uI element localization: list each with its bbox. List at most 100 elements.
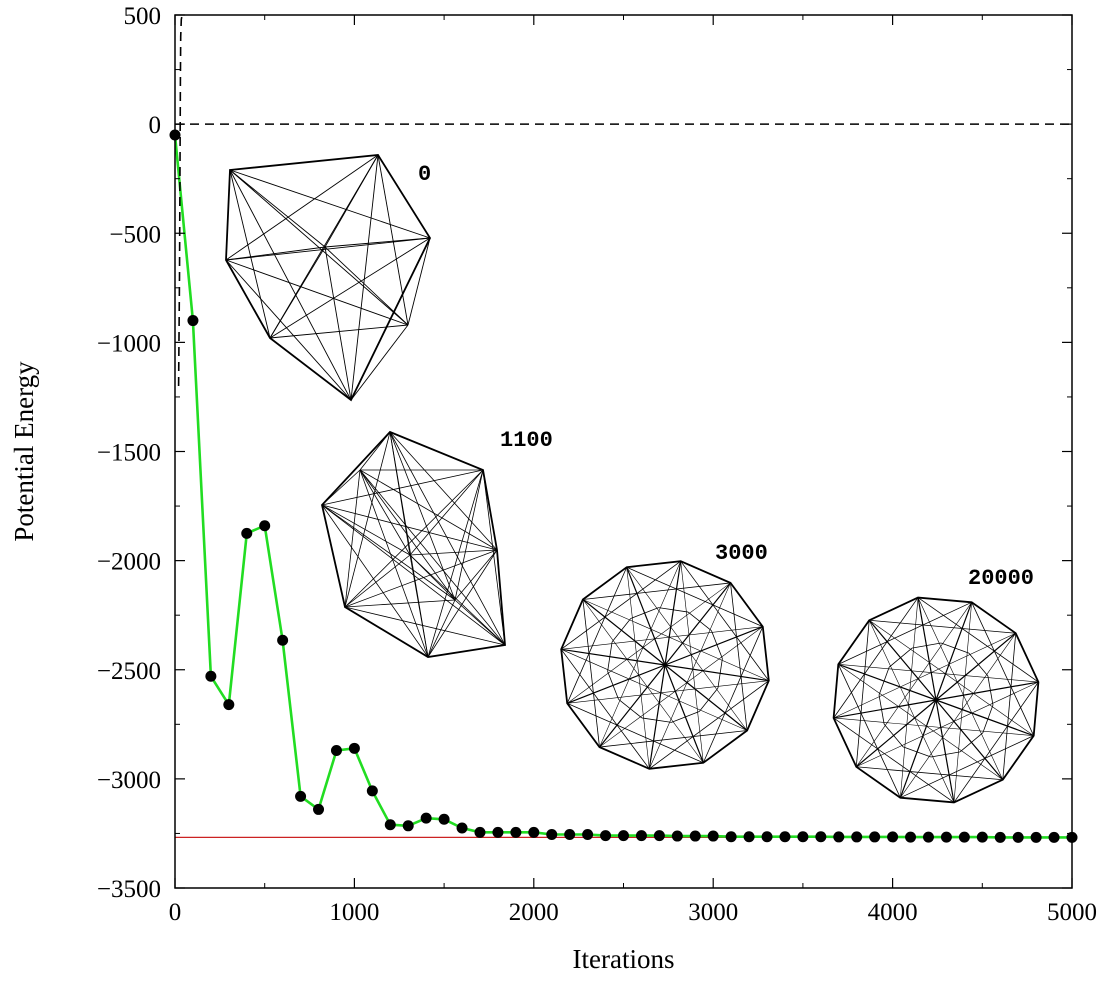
energy-point: [1030, 831, 1042, 843]
wireframe-edge: [409, 554, 429, 658]
wireframe-spoke: [935, 699, 1004, 781]
inset-label-1100: 1100: [500, 428, 553, 453]
y-tick-label: −1000: [97, 330, 161, 357]
wireframe-chord: [900, 597, 919, 798]
x-tick-label: 4000: [868, 899, 918, 926]
wireframe-edge: [229, 169, 271, 339]
wireframe-spoke: [833, 699, 937, 719]
wireframe-chord: [917, 597, 1039, 683]
energy-point: [528, 826, 540, 838]
wireframe-edge: [407, 237, 431, 326]
energy-point: [295, 790, 307, 802]
wireframe-edge: [482, 469, 506, 646]
wireframe-edge: [225, 259, 271, 339]
wireframe-edge: [225, 259, 352, 401]
dashed-series-line: [177, 14, 184, 387]
wireframe-spoke: [935, 602, 973, 701]
wireframe-edge: [350, 324, 409, 401]
energy-point: [707, 830, 719, 842]
energy-point: [277, 634, 289, 646]
wireframe-edge: [225, 154, 379, 261]
energy-point: [582, 829, 594, 841]
energy-point: [510, 826, 522, 838]
wireframe-edge: [427, 469, 484, 658]
wireframe-edge: [389, 431, 498, 551]
energy-point: [887, 831, 899, 843]
energy-point: [205, 670, 217, 682]
wireframe-spoke: [935, 699, 1034, 737]
energy-point: [761, 831, 773, 843]
wireframe-spoke: [899, 699, 937, 798]
inset-label-20000: 20000: [968, 566, 1034, 591]
wireframe-edge: [321, 504, 498, 551]
wireframe-chord: [567, 702, 704, 764]
wireframe-edge: [321, 504, 456, 601]
wireframe-spoke: [935, 632, 1017, 701]
energy-point: [851, 831, 863, 843]
wireframe-spoke: [664, 626, 763, 666]
wireframe-edge: [324, 237, 431, 248]
wireframe-edge: [409, 554, 456, 601]
energy-point: [456, 822, 468, 834]
energy-series-line: [173, 134, 1072, 839]
inset-labels: 0 1100 3000 20000: [418, 162, 1034, 591]
energy-point: [1048, 831, 1060, 843]
energy-point: [348, 742, 360, 754]
energy-point: [905, 831, 917, 843]
wireframe-spoke: [664, 664, 748, 731]
wireframe-edge: [269, 237, 431, 339]
wireframe-edge: [344, 469, 484, 608]
wireframe-edge: [427, 549, 498, 658]
wireframe-spoke: [567, 664, 666, 704]
wireframe-edge: [225, 169, 231, 261]
x-tick-label: 5000: [1047, 899, 1097, 926]
wireframe-edge: [321, 504, 411, 556]
wireframe-chord: [953, 602, 972, 803]
wireframe-chord: [599, 730, 748, 748]
wireframe-chord: [582, 582, 731, 600]
wireframe-edge: [324, 246, 409, 326]
wireframe-edge: [359, 469, 411, 556]
wireframe-edge: [229, 169, 326, 248]
inset-polyhedron-20000: [832, 596, 1040, 804]
energy-point: [618, 830, 629, 842]
wireframe-spoke: [935, 681, 1039, 701]
y-tick-label: 0: [149, 112, 162, 139]
energy-point: [330, 745, 342, 757]
energy-point: [689, 830, 701, 842]
wireframe-edge: [454, 549, 498, 601]
y-tick-label: −3000: [97, 767, 161, 794]
wireframe-chord: [567, 680, 769, 704]
x-tick-label: 3000: [688, 899, 738, 926]
wireframe-spoke: [561, 648, 666, 666]
wireframe-edge: [225, 259, 409, 326]
wireframe-chord: [567, 582, 731, 704]
wireframe-edge: [427, 644, 506, 658]
wireframe-edge: [409, 469, 484, 556]
energy-point: [940, 831, 952, 843]
wireframe-chord: [917, 597, 1004, 780]
wireframe-chord: [869, 620, 1034, 736]
wireframe-edge: [389, 431, 484, 471]
wireframe-chord: [599, 561, 681, 748]
inset-polyhedron-3000: [560, 560, 770, 770]
wireframe-edge: [324, 246, 352, 401]
y-tick-label: −1500: [97, 440, 161, 467]
wireframe-chord: [649, 582, 731, 769]
wireframe-edge: [344, 606, 506, 646]
wireframe-edge: [454, 469, 484, 601]
wireframe-edge: [269, 324, 409, 339]
inset-polyhedron-0: [225, 154, 432, 402]
wireframe-inner-edge: [982, 704, 994, 733]
wireframe-edge: [344, 599, 456, 608]
wireframe-chord: [566, 567, 628, 704]
wireframe-chord: [582, 599, 704, 763]
wireframe-edge: [350, 154, 379, 401]
energy-point: [600, 830, 612, 842]
wireframe-spoke: [917, 597, 937, 701]
energy-point: [420, 812, 432, 824]
wireframe-chord: [561, 626, 763, 650]
energy-point: [797, 831, 809, 843]
energy-point: [313, 803, 325, 815]
energy-point: [438, 813, 450, 825]
